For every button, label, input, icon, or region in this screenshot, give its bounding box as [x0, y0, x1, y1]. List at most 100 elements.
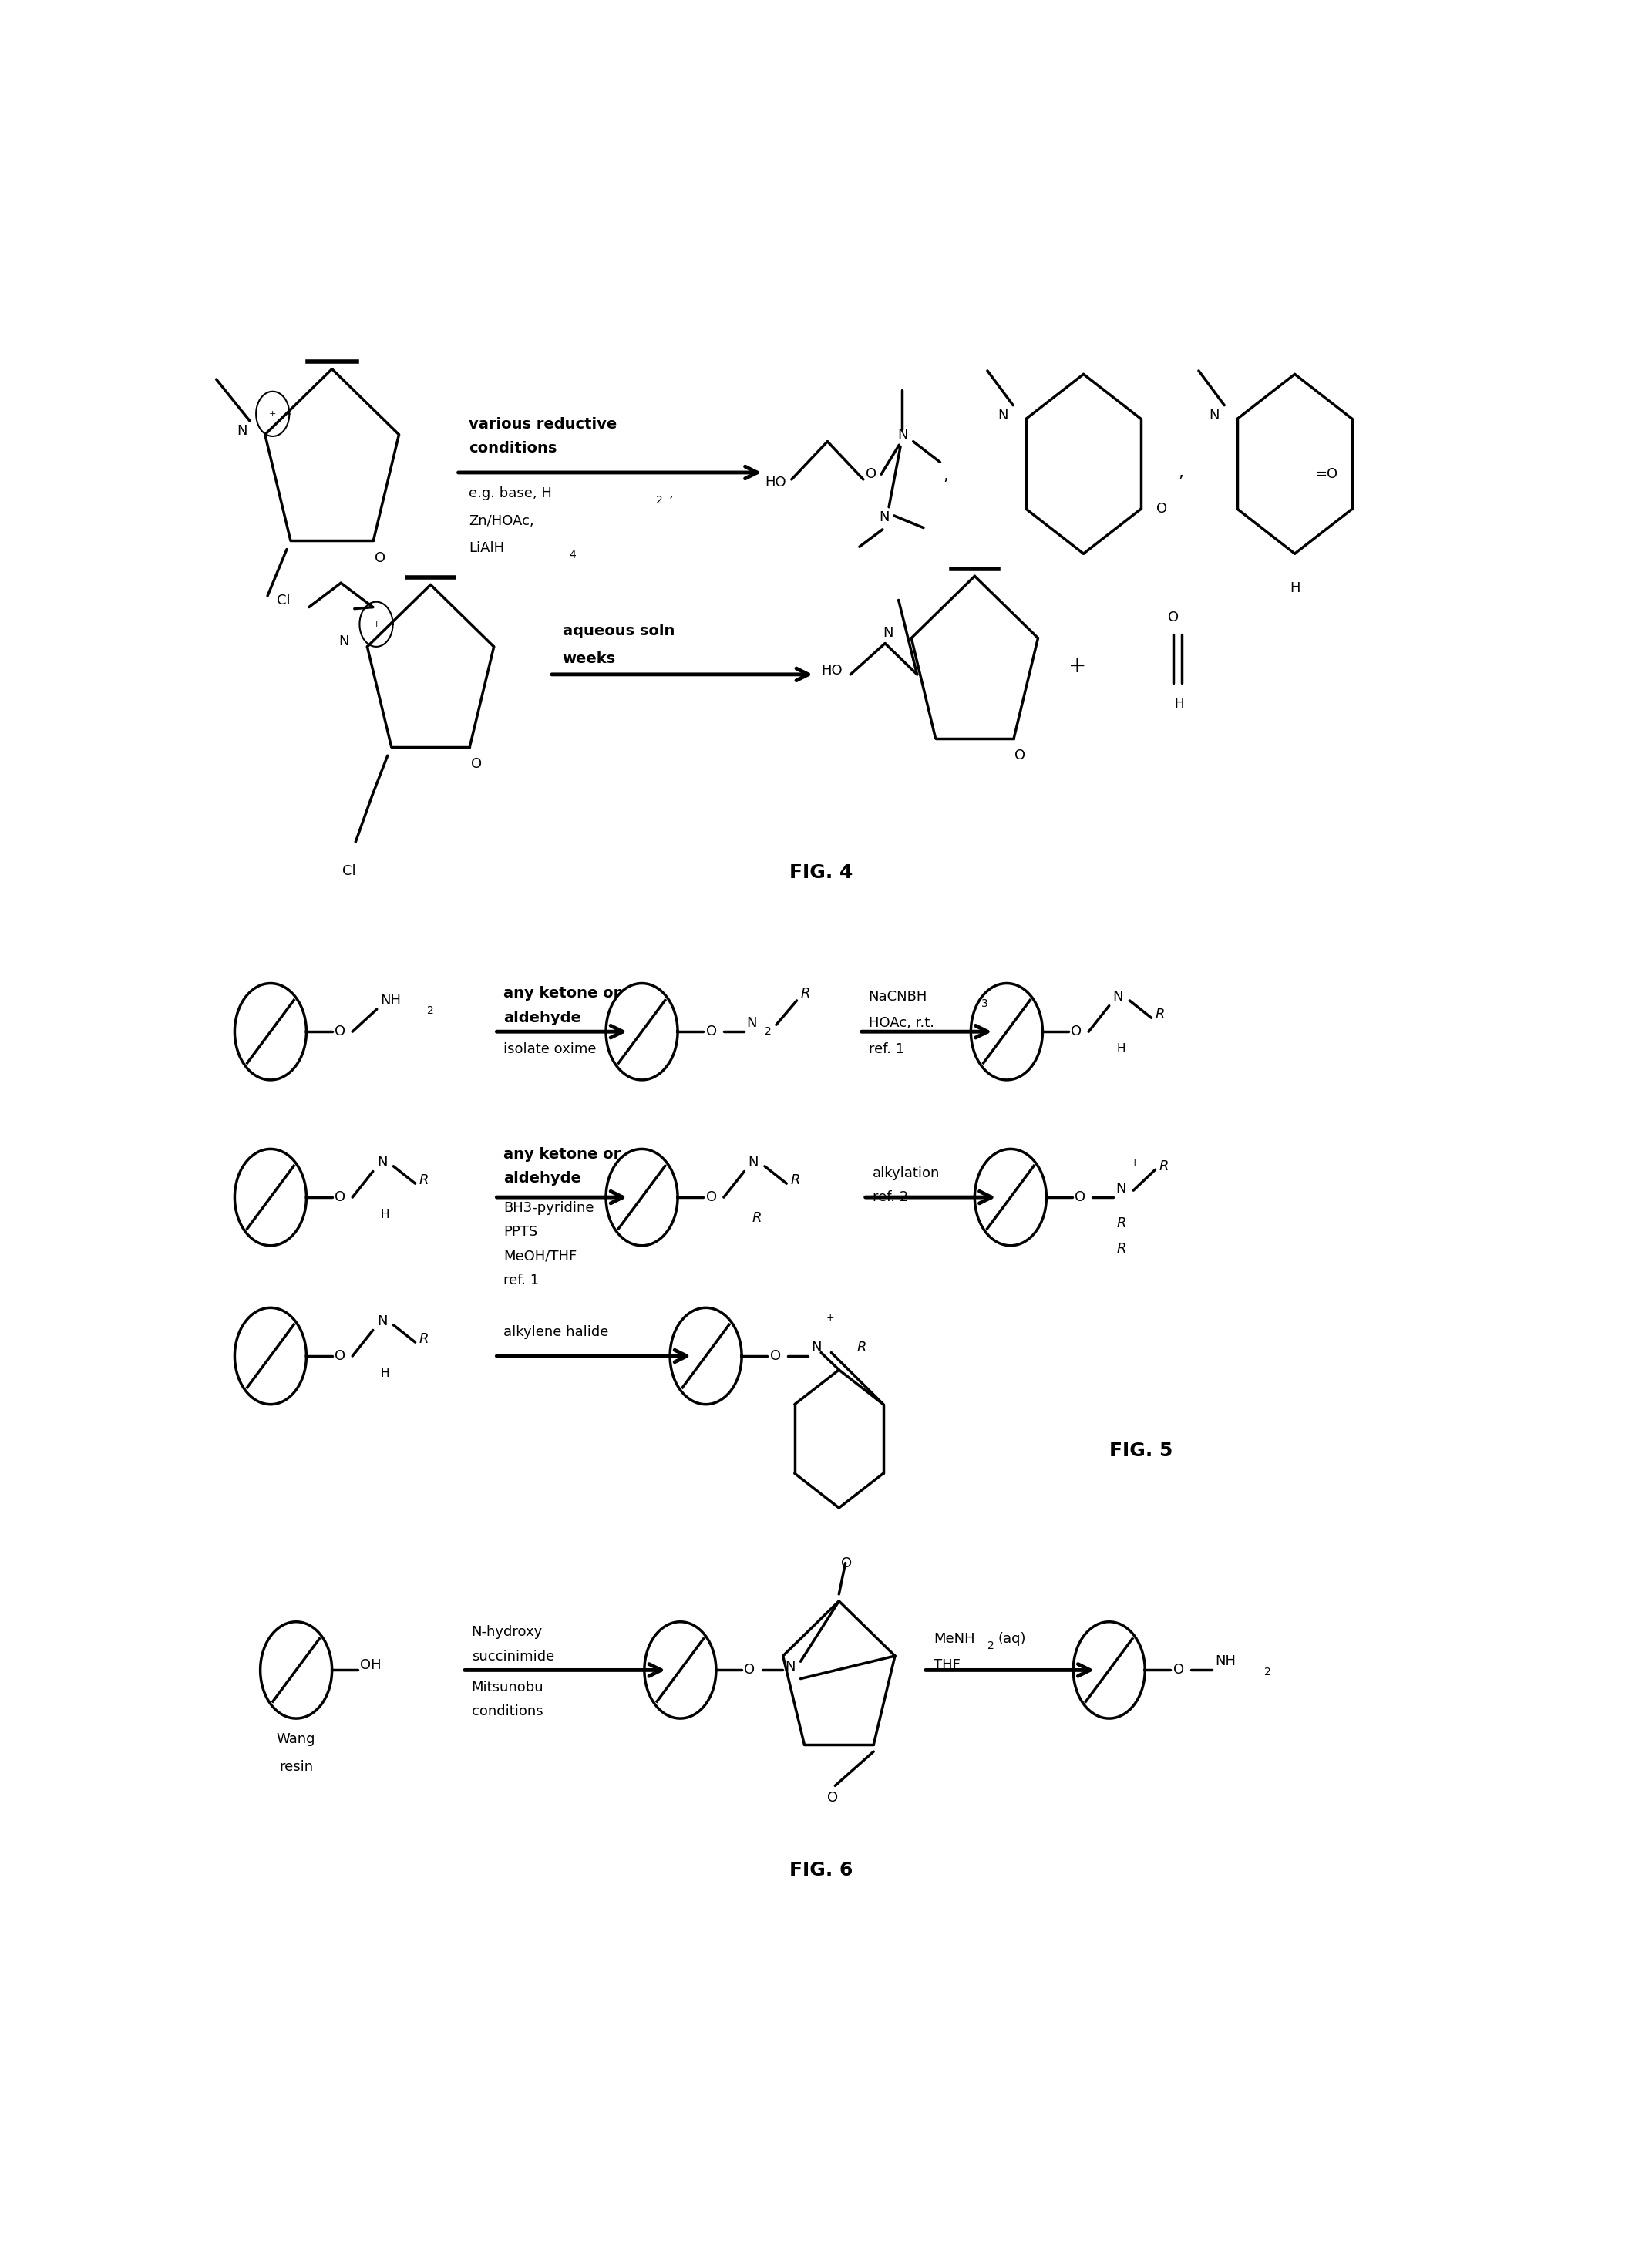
Text: R: R: [1160, 1159, 1168, 1172]
Text: O: O: [334, 1024, 345, 1038]
Text: N: N: [747, 1015, 757, 1031]
Text: 3: 3: [981, 999, 988, 1008]
Text: O: O: [828, 1791, 838, 1804]
Text: O: O: [705, 1190, 717, 1203]
Text: R: R: [790, 1172, 800, 1188]
Text: 2: 2: [765, 1026, 771, 1038]
Text: O: O: [743, 1663, 755, 1676]
Text: R: R: [1117, 1242, 1127, 1255]
Text: N: N: [377, 1315, 387, 1329]
Text: 4: 4: [568, 549, 575, 560]
Text: O: O: [770, 1349, 781, 1363]
Text: Mitsunobu: Mitsunobu: [471, 1681, 544, 1694]
Text: R: R: [420, 1331, 428, 1345]
Text: +: +: [1132, 1159, 1140, 1168]
Text: O: O: [1168, 610, 1178, 625]
Text: (aq): (aq): [998, 1631, 1026, 1645]
Text: N: N: [236, 424, 248, 437]
Text: N: N: [1115, 1181, 1127, 1197]
Text: 2: 2: [426, 1006, 433, 1017]
Text: e.g. base, H: e.g. base, H: [469, 486, 552, 500]
Text: =O: =O: [1315, 468, 1338, 482]
Text: H: H: [380, 1367, 390, 1378]
Text: H: H: [380, 1208, 390, 1221]
Text: O: O: [334, 1190, 345, 1203]
Text: HO: HO: [765, 475, 786, 491]
Text: R: R: [1117, 1217, 1127, 1230]
Text: NaCNBH: NaCNBH: [869, 991, 927, 1004]
Text: N: N: [899, 428, 909, 441]
Text: N: N: [884, 625, 894, 641]
Text: O: O: [1070, 1024, 1082, 1038]
Text: ,: ,: [669, 486, 672, 500]
Text: O: O: [1014, 748, 1026, 762]
Text: R: R: [801, 986, 809, 999]
Text: LiAlH: LiAlH: [469, 542, 504, 556]
Text: R: R: [857, 1340, 867, 1354]
Text: PPTS: PPTS: [504, 1226, 537, 1239]
Text: FIG. 4: FIG. 4: [790, 863, 852, 883]
Text: Zn/HOAc,: Zn/HOAc,: [469, 513, 534, 529]
Text: Cl: Cl: [278, 594, 291, 607]
Text: succinimide: succinimide: [471, 1649, 553, 1663]
Text: aldehyde: aldehyde: [504, 1011, 582, 1024]
Text: aqueous soln: aqueous soln: [562, 623, 674, 639]
Text: O: O: [375, 551, 385, 565]
Text: Cl: Cl: [342, 865, 355, 878]
Text: conditions: conditions: [469, 441, 557, 455]
Text: 2: 2: [988, 1640, 995, 1652]
Text: ref. 1: ref. 1: [869, 1042, 904, 1056]
Text: N: N: [1209, 408, 1219, 424]
Text: O: O: [1156, 502, 1166, 515]
Text: various reductive: various reductive: [469, 417, 618, 433]
Text: N: N: [748, 1156, 758, 1170]
Text: O: O: [1074, 1190, 1085, 1203]
Text: THF: THF: [933, 1658, 960, 1672]
Text: +: +: [373, 621, 380, 627]
Text: N: N: [785, 1661, 796, 1674]
Text: R: R: [420, 1172, 428, 1188]
Text: H: H: [1290, 580, 1300, 596]
Text: resin: resin: [279, 1759, 314, 1773]
Text: +: +: [1069, 654, 1085, 677]
Text: H: H: [1175, 697, 1184, 710]
Text: NH: NH: [380, 993, 401, 1008]
Text: alkylene halide: alkylene halide: [504, 1324, 608, 1338]
Text: MeOH/THF: MeOH/THF: [504, 1248, 577, 1264]
Text: +: +: [269, 410, 276, 417]
Text: +: +: [826, 1313, 834, 1322]
Text: 2: 2: [656, 495, 662, 506]
Text: aldehyde: aldehyde: [504, 1172, 582, 1185]
Text: N: N: [879, 511, 889, 524]
Text: O: O: [705, 1024, 717, 1038]
Text: OH: OH: [360, 1658, 382, 1672]
Text: ,: ,: [943, 468, 948, 484]
Text: Wang: Wang: [276, 1732, 316, 1746]
Text: MeNH: MeNH: [933, 1631, 975, 1645]
Text: O: O: [334, 1349, 345, 1363]
Text: BH3-pyridine: BH3-pyridine: [504, 1201, 595, 1215]
Text: NH: NH: [1216, 1654, 1236, 1667]
Text: N: N: [339, 634, 349, 648]
Text: R: R: [752, 1210, 762, 1226]
Text: FIG. 6: FIG. 6: [790, 1860, 852, 1880]
Text: N: N: [1113, 991, 1123, 1004]
Text: any ketone or: any ketone or: [504, 986, 621, 1002]
Text: weeks: weeks: [562, 652, 616, 666]
Text: N: N: [811, 1340, 821, 1354]
Text: any ketone or: any ketone or: [504, 1147, 621, 1161]
Text: HO: HO: [821, 663, 843, 679]
Text: O: O: [841, 1555, 852, 1571]
Text: alkylation: alkylation: [872, 1165, 940, 1181]
Text: N-hydroxy: N-hydroxy: [471, 1625, 542, 1638]
Text: isolate oxime: isolate oxime: [504, 1042, 596, 1056]
Text: N: N: [377, 1156, 387, 1170]
Text: R: R: [1155, 1008, 1165, 1022]
Text: O: O: [866, 468, 877, 482]
Text: H: H: [1117, 1042, 1125, 1056]
Text: 2: 2: [1264, 1667, 1270, 1676]
Text: FIG. 5: FIG. 5: [1110, 1441, 1173, 1461]
Text: ,: ,: [1178, 464, 1183, 480]
Text: conditions: conditions: [471, 1705, 544, 1719]
Text: O: O: [471, 757, 481, 771]
